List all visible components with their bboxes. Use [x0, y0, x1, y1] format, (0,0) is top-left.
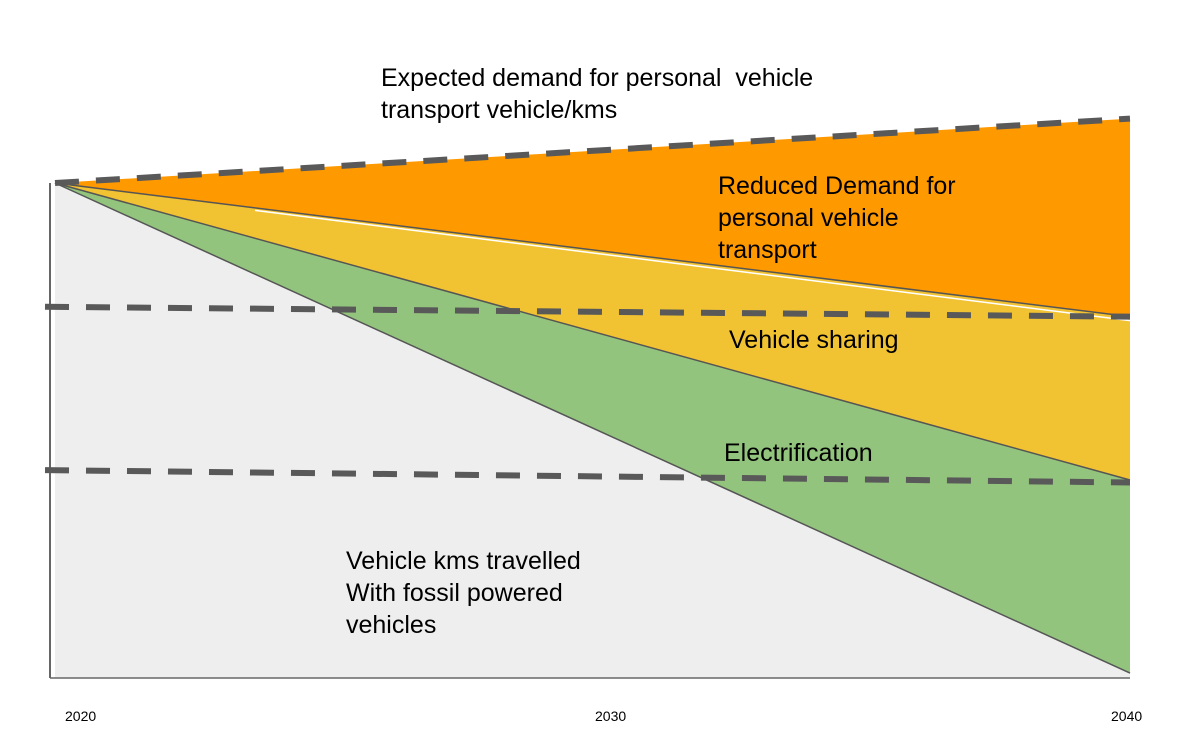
boundary-electrification-lower	[54, 182, 1131, 674]
boundary-reduced-demand-lower	[54, 182, 1131, 318]
expected-demand-line	[54, 115, 1131, 186]
x-tick-2030: 2030	[595, 708, 627, 724]
separator-line	[254, 209, 1131, 322]
fossil-label-2: With fossil powered	[346, 579, 563, 607]
vehicle-sharing-label: Vehicle sharing	[729, 326, 899, 354]
x-tick-2040: 2040	[1111, 708, 1143, 724]
fossil-label-1: Vehicle kms travelled	[346, 547, 581, 575]
boundary-vehicle-sharing-lower	[54, 182, 1131, 481]
title-line-2: transport vehicle/kms	[381, 96, 618, 124]
reduced-demand-label-2: personal vehicle	[718, 204, 899, 232]
area-vehicle-kms-travelled-with-fossil-powered-vehicles	[55, 183, 1130, 678]
reduced-demand-label-1: Reduced Demand for	[718, 172, 956, 200]
title-line-1: Expected demand for personal vehicle	[381, 64, 814, 92]
dashed-level-upper	[44, 303, 1131, 320]
electrification-label: Electrification	[724, 439, 873, 467]
x-tick-2020: 2020	[65, 708, 97, 724]
fossil-label-3: vehicles	[346, 611, 437, 639]
dashed-level-lower	[44, 467, 1131, 486]
reduced-demand-label-3: transport	[718, 236, 817, 264]
